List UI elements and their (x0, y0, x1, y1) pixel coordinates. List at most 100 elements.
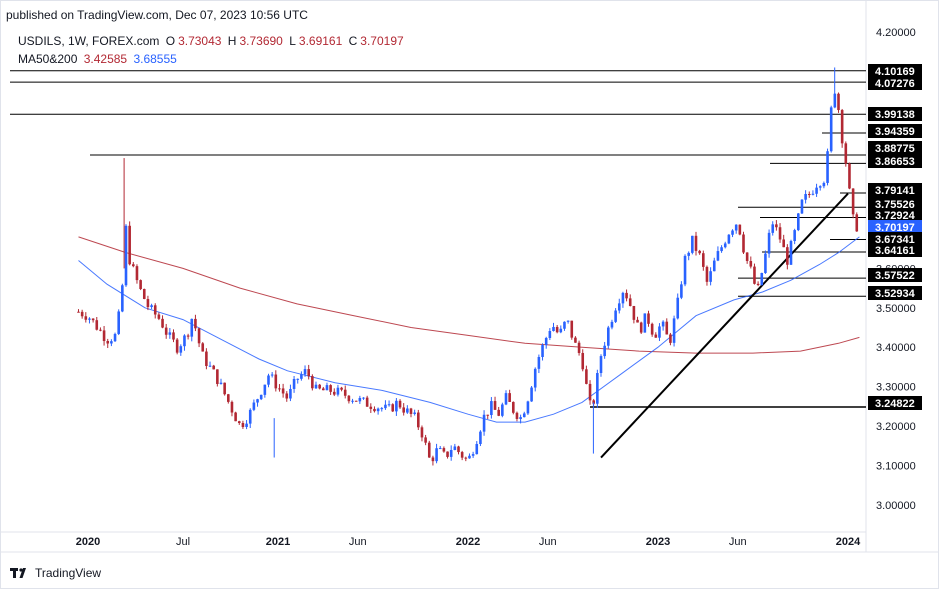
candle-body[interactable] (837, 93, 840, 111)
candle-body[interactable] (387, 404, 391, 406)
candle-body[interactable] (793, 230, 796, 242)
candle-body[interactable] (807, 194, 811, 196)
candle-body[interactable] (168, 332, 172, 335)
candle-body[interactable] (855, 214, 859, 232)
candle-body[interactable] (464, 457, 468, 459)
candle-body[interactable] (139, 280, 142, 290)
candle-body[interactable] (643, 313, 647, 333)
candle-body[interactable] (617, 303, 621, 311)
candle-body[interactable] (647, 313, 650, 324)
candle-body[interactable] (749, 261, 753, 267)
candle-body[interactable] (826, 151, 829, 183)
candle-body[interactable] (208, 365, 212, 367)
candle-body[interactable] (179, 346, 183, 353)
candle-body[interactable] (351, 400, 354, 402)
candle-body[interactable] (453, 446, 457, 451)
candle-body[interactable] (501, 404, 504, 416)
candle-body[interactable] (161, 318, 164, 328)
candle-body[interactable] (175, 339, 179, 353)
candle-body[interactable] (80, 311, 84, 317)
candle-body[interactable] (811, 193, 815, 195)
candle-body[interactable] (563, 321, 566, 329)
candle-body[interactable] (150, 305, 153, 308)
candle-body[interactable] (77, 311, 80, 313)
candle-body[interactable] (325, 385, 329, 391)
candle-body[interactable] (237, 421, 241, 424)
candle-body[interactable] (157, 314, 161, 319)
candle-body[interactable] (709, 271, 712, 282)
candle-body[interactable] (186, 335, 190, 337)
candle-body[interactable] (479, 431, 482, 444)
candle-body[interactable] (343, 389, 347, 396)
candle-body[interactable] (745, 252, 749, 262)
candle-body[interactable] (599, 356, 603, 374)
candle-body[interactable] (84, 316, 88, 320)
candle-body[interactable] (449, 450, 453, 457)
candle-body[interactable] (621, 292, 625, 304)
candle-body[interactable] (665, 321, 669, 335)
candle-body[interactable] (245, 423, 248, 427)
candle-body[interactable] (438, 448, 442, 450)
candle-body[interactable] (227, 394, 230, 402)
candle-body[interactable] (522, 413, 526, 418)
candle-body[interactable] (376, 408, 380, 412)
candle-body[interactable] (314, 384, 318, 389)
candle-body[interactable] (555, 326, 559, 333)
candle-body[interactable] (490, 401, 493, 416)
candle-body[interactable] (588, 383, 592, 401)
candle-body[interactable] (153, 305, 157, 315)
candle-body[interactable] (797, 213, 800, 231)
candle-body[interactable] (197, 328, 201, 344)
candle-body[interactable] (702, 253, 705, 267)
candle-body[interactable] (658, 326, 661, 338)
candle-body[interactable] (705, 266, 709, 282)
candle-body[interactable] (636, 319, 639, 323)
candle-body[interactable] (307, 369, 310, 377)
candle-body[interactable] (460, 452, 464, 458)
candle-body[interactable] (303, 369, 307, 375)
candle-body[interactable] (164, 327, 168, 335)
candle-body[interactable] (533, 368, 537, 388)
candle-body[interactable] (318, 384, 321, 389)
candle-body[interactable] (241, 423, 245, 427)
candle-body[interactable] (504, 393, 508, 405)
candle-body[interactable] (775, 224, 778, 228)
candle-body[interactable] (347, 395, 351, 402)
candle-body[interactable] (99, 329, 102, 331)
candle-body[interactable] (142, 289, 146, 299)
trendline-0[interactable] (600, 192, 849, 459)
candle-body[interactable] (435, 448, 438, 462)
candle-body[interactable] (281, 388, 285, 394)
candle-body[interactable] (566, 320, 570, 322)
candle-body[interactable] (804, 194, 807, 200)
candle-body[interactable] (632, 305, 636, 320)
candle-body[interactable] (738, 224, 742, 235)
candle-body[interactable] (88, 318, 91, 320)
candle-body[interactable] (278, 388, 281, 390)
ma200-line[interactable] (78, 236, 860, 354)
candle-body[interactable] (778, 227, 782, 240)
candle-body[interactable] (358, 397, 362, 402)
legend-symbol[interactable]: USDILS, 1W, FOREX.com (18, 34, 160, 48)
candle-body[interactable] (628, 298, 632, 306)
candle-body[interactable] (391, 404, 395, 412)
candle-body[interactable] (497, 409, 500, 416)
candle-body[interactable] (259, 394, 263, 400)
candle-body[interactable] (172, 332, 175, 340)
candle-body[interactable] (537, 356, 541, 369)
candle-body[interactable] (263, 384, 267, 395)
candle-body[interactable] (742, 234, 745, 253)
candle-body[interactable] (760, 272, 764, 285)
candle-body[interactable] (603, 345, 606, 357)
candle-body[interactable] (124, 225, 128, 286)
candle-body[interactable] (252, 402, 256, 410)
candle-body[interactable] (581, 352, 585, 370)
candle-body[interactable] (844, 143, 848, 164)
candle-body[interactable] (577, 342, 581, 353)
candle-body[interactable] (592, 400, 595, 404)
candle-body[interactable] (329, 385, 332, 392)
candle-body[interactable] (694, 235, 698, 251)
candle-body[interactable] (380, 408, 384, 410)
candle-body[interactable] (818, 186, 822, 188)
